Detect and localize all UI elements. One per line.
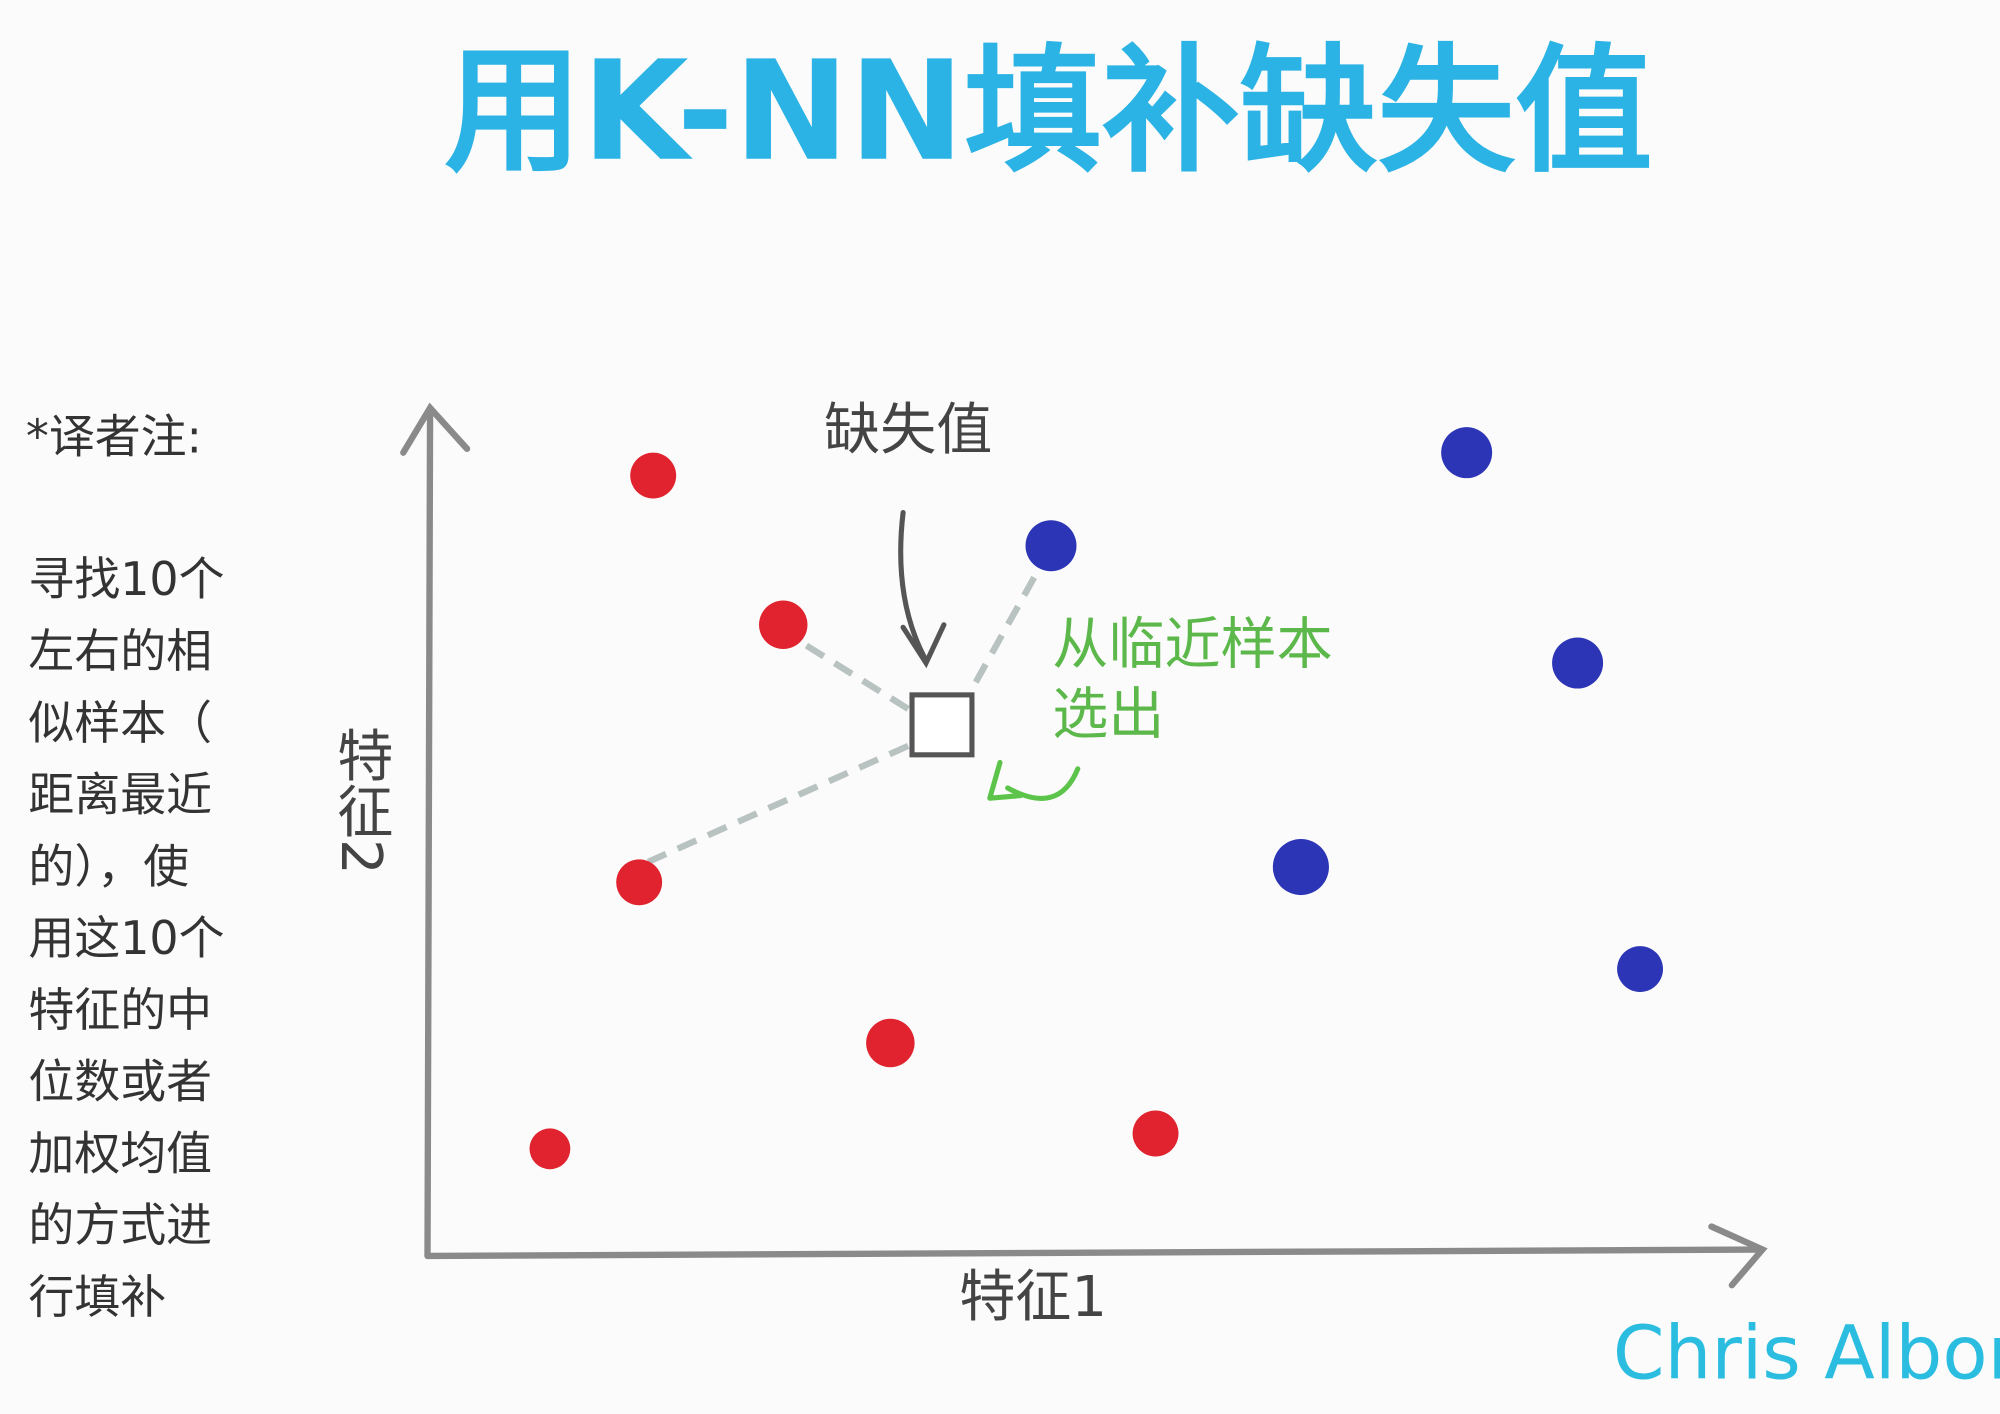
blue-points (1025, 427, 1664, 992)
blue-point (1272, 838, 1329, 896)
missing-label: 缺失值 (824, 398, 992, 463)
red-point (529, 1128, 571, 1170)
x-axis-label: 特征1 (959, 1265, 1107, 1330)
blue-point (1552, 637, 1604, 689)
axes (400, 402, 1768, 1289)
note-line: 加权均值 (28, 1126, 212, 1180)
note-line: 寻找10个 (28, 552, 224, 606)
note-line: 行填补 (28, 1270, 166, 1324)
red-point (1132, 1110, 1179, 1157)
note-line: 左右的相 (28, 624, 212, 678)
title: 用K-NN填补缺失值 (444, 32, 1652, 192)
note-line: 特征的中 (28, 983, 212, 1037)
red-point (866, 1018, 915, 1068)
missing-value-box (909, 692, 975, 758)
pick-arrow (987, 759, 1081, 801)
y-arrow (400, 402, 471, 456)
pick-label: 从临近样本 (1052, 612, 1332, 677)
note-line: 距离最近 (28, 768, 212, 822)
note-line: 的），使 (28, 839, 189, 893)
missing-arrow (898, 510, 947, 669)
y-axis-label: 特征2 (328, 727, 393, 875)
y-axis (424, 407, 434, 1260)
x-axis (424, 1246, 1764, 1260)
note-line: 用这10个 (28, 911, 224, 965)
x-arrow (1708, 1223, 1768, 1289)
pick-label: 选出 (1052, 682, 1164, 747)
note-line: 似样本（ (28, 696, 212, 750)
red-point (616, 859, 663, 906)
note-heading: *译者注: (26, 409, 202, 463)
link (791, 634, 910, 712)
red-point (759, 600, 808, 649)
blue-point (1617, 946, 1664, 992)
red-point (630, 452, 677, 499)
blue-point (1441, 427, 1493, 479)
note-line: 的方式进 (28, 1198, 212, 1252)
neighbor-links (646, 559, 1047, 865)
signature: Chris Albon (1613, 1310, 2000, 1396)
blue-point (1025, 520, 1077, 572)
link (646, 742, 910, 865)
red-points (529, 452, 1179, 1170)
link (972, 559, 1047, 684)
note-line: 位数或者 (28, 1055, 212, 1109)
